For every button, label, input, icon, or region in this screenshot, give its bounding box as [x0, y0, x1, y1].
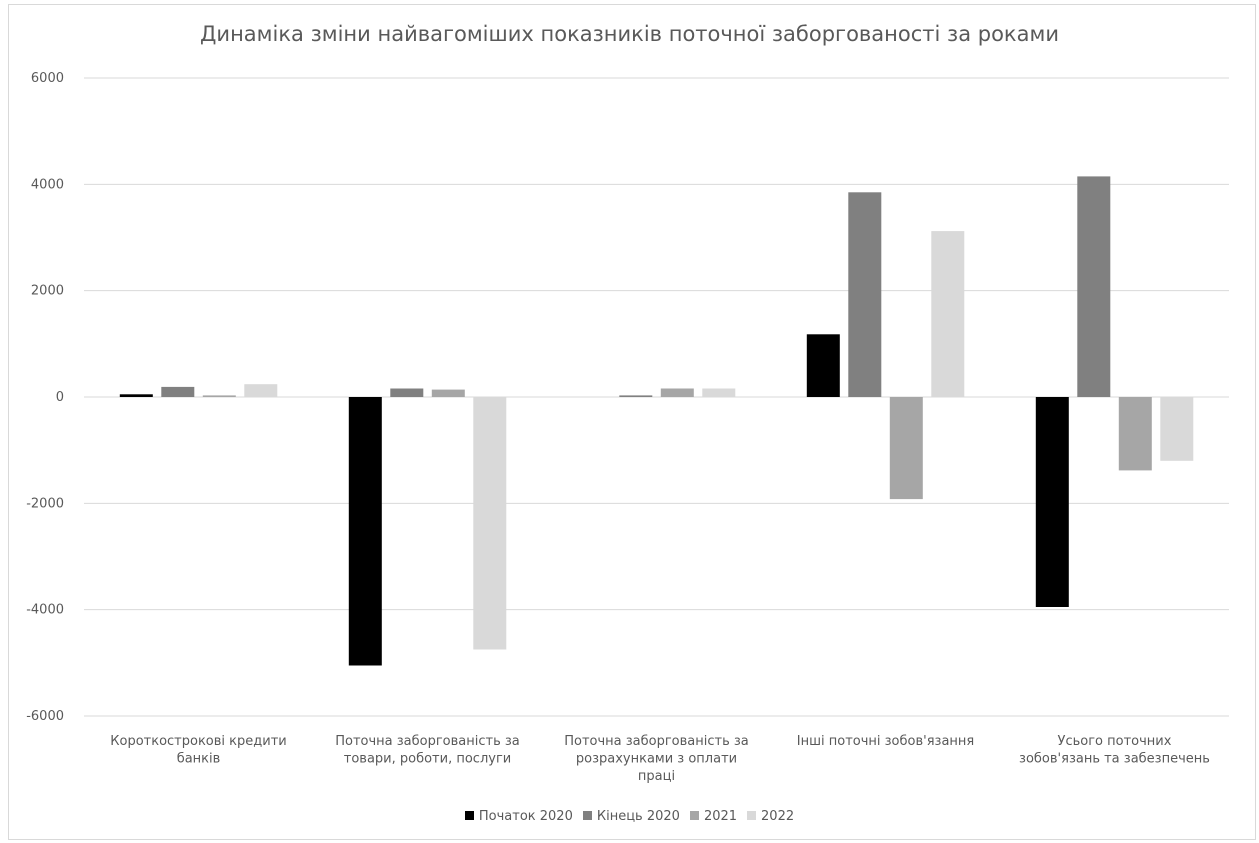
- y-tick-label: -2000: [26, 496, 64, 511]
- bar: [202, 395, 236, 397]
- bar: [244, 384, 278, 397]
- y-tick-label: -4000: [26, 603, 64, 618]
- legend-label: 2022: [761, 809, 795, 824]
- x-category-label: праці: [638, 769, 675, 784]
- legend-swatch: [747, 811, 757, 820]
- legend-swatch: [689, 811, 699, 820]
- legend-label: 2021: [703, 809, 738, 824]
- legend-label: Кінець 2020: [596, 809, 680, 824]
- bar: [660, 388, 694, 397]
- legend-item: Початок 2020: [464, 809, 573, 824]
- legend-item: 2021: [689, 809, 738, 824]
- bar: [931, 231, 965, 397]
- legend-swatch: [582, 811, 592, 820]
- chart-title: Динаміка зміни найвагоміших показників п…: [200, 22, 1059, 46]
- x-category-label: зобов'язань та забезпечень: [1019, 752, 1210, 767]
- bar: [431, 389, 465, 397]
- legend-item: Кінець 2020: [582, 809, 680, 824]
- chart-legend: Початок 2020 Кінець 2020 2021 2022: [0, 809, 1259, 824]
- y-tick-label: 4000: [31, 177, 64, 192]
- x-category-label: банків: [177, 752, 221, 767]
- legend-label: Початок 2020: [478, 809, 573, 824]
- bar: [390, 388, 424, 397]
- bar: [889, 397, 923, 500]
- bar: [1160, 397, 1194, 461]
- x-category-label: Поточна заборгованість за: [564, 734, 749, 749]
- x-category-label: Інші поточні зобов'язання: [797, 734, 974, 749]
- bar: [1118, 397, 1152, 471]
- x-category-label: Поточна заборгованість за: [335, 734, 520, 749]
- legend-swatch: [464, 811, 474, 820]
- x-category-label: Короткострокові кредити: [110, 734, 286, 749]
- x-category-label: товари, роботи, послуги: [344, 752, 511, 767]
- y-tick-label: 0: [56, 390, 64, 405]
- bar: [119, 394, 153, 397]
- bar: [348, 397, 382, 666]
- y-tick-label: 6000: [31, 71, 64, 86]
- bar: [1035, 397, 1069, 607]
- bar: [619, 395, 653, 397]
- legend-item: 2022: [747, 809, 794, 824]
- bar: [1077, 176, 1111, 397]
- x-category-label: Усього поточних: [1058, 734, 1172, 749]
- bar: [848, 192, 882, 397]
- bar: [702, 388, 736, 397]
- bar: [473, 397, 507, 650]
- y-tick-label: -6000: [26, 709, 64, 724]
- bar: [161, 386, 195, 397]
- bar: [806, 334, 840, 397]
- x-category-label: розрахунками з оплати: [576, 752, 737, 767]
- y-tick-label: 2000: [31, 284, 64, 299]
